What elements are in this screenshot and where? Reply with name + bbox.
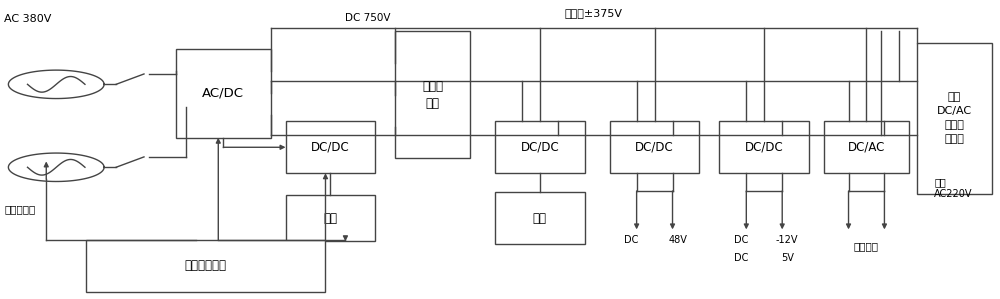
Bar [286, 196, 375, 241]
Text: DC: DC [734, 253, 749, 263]
Bar [824, 121, 909, 173]
Text: DC: DC [624, 235, 639, 245]
Bar [286, 121, 375, 173]
Bar [495, 193, 585, 244]
Bar [86, 240, 325, 292]
Text: 三相
DC/AC
幅值可
调逆变: 三相 DC/AC 幅值可 调逆变 [937, 92, 972, 144]
Bar [917, 43, 992, 194]
Text: 单相
AC220V: 单相 AC220V [934, 177, 973, 199]
Bar [719, 121, 809, 173]
Bar [495, 121, 585, 173]
Bar [176, 49, 271, 138]
Bar [395, 31, 470, 158]
Text: 电压平
衡器: 电压平 衡器 [422, 80, 443, 110]
Text: DC/DC: DC/DC [311, 141, 350, 154]
Text: 光伏: 光伏 [533, 212, 547, 225]
Text: AC/DC: AC/DC [202, 87, 244, 100]
Text: -12V: -12V [776, 235, 798, 245]
Text: DC: DC [734, 235, 749, 245]
Text: DC/DC: DC/DC [635, 141, 674, 154]
Text: 微网控制系统: 微网控制系统 [185, 259, 227, 272]
Text: 48V: 48V [668, 235, 687, 245]
Text: DC 750V: DC 750V [345, 13, 390, 23]
Text: DC/DC: DC/DC [521, 141, 559, 154]
Text: 交流负载: 交流负载 [854, 241, 879, 251]
Text: 柴油发电机: 柴油发电机 [4, 204, 36, 214]
Text: AC 380V: AC 380V [4, 14, 52, 24]
Text: 5V: 5V [781, 253, 794, 263]
Text: DC/AC: DC/AC [848, 141, 885, 154]
Text: 电池: 电池 [323, 212, 337, 225]
Text: 三线制±375V: 三线制±375V [565, 8, 623, 18]
Text: DC/DC: DC/DC [745, 141, 784, 154]
Bar [610, 121, 699, 173]
